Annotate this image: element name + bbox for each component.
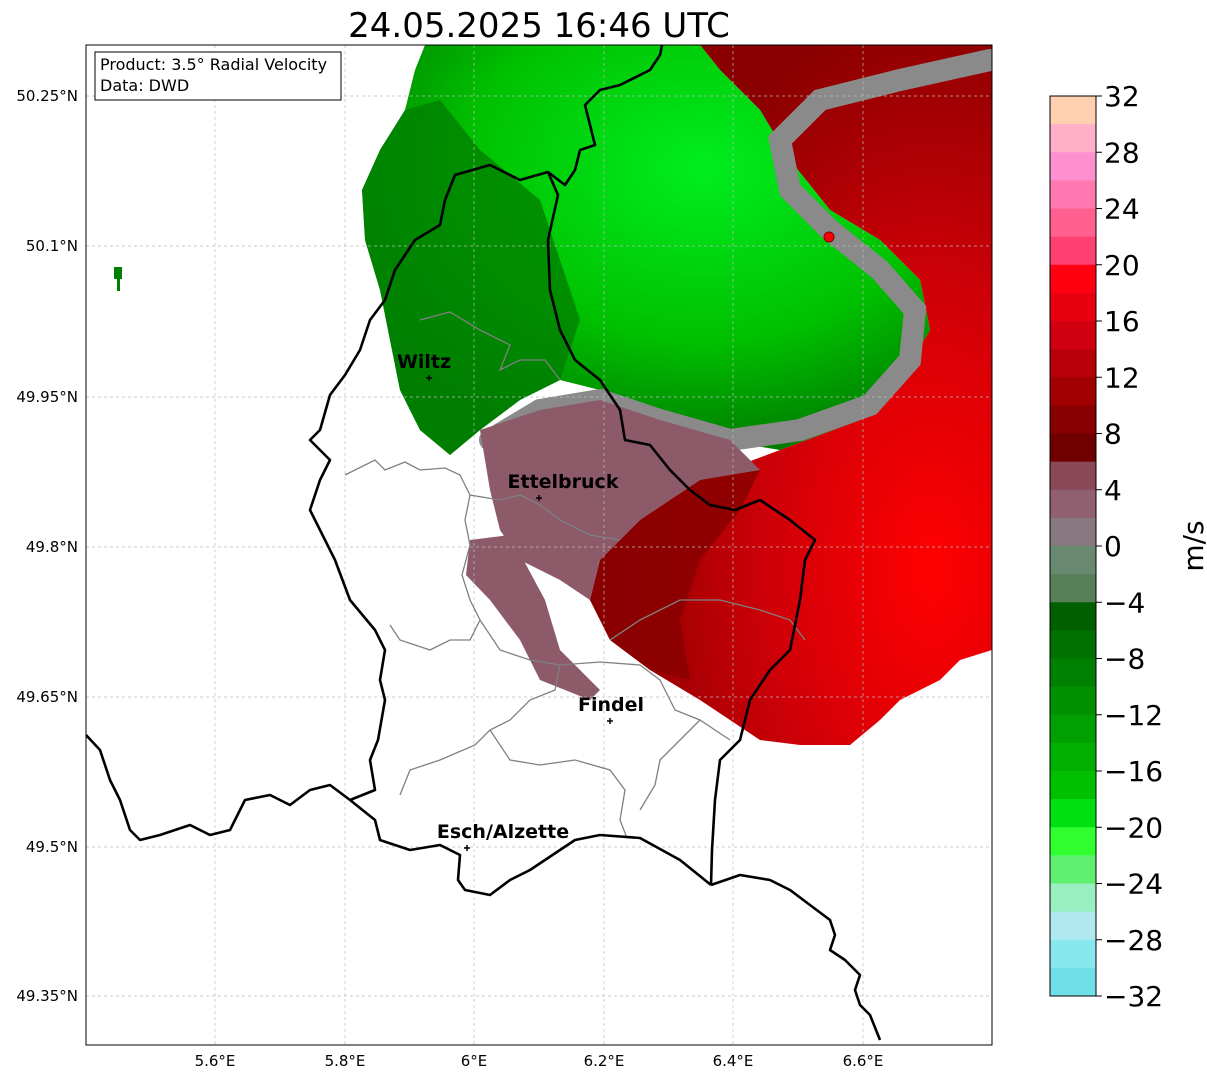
radar-near-zero-streak [466, 535, 600, 700]
colorbar-segment [1050, 321, 1096, 350]
canton-boundaries [344, 311, 806, 839]
colorbar-tick-label: 12 [1104, 361, 1140, 394]
radar-site-marker [823, 231, 835, 243]
colorbar-segment [1050, 264, 1096, 294]
lon-tick-label: 5.8°E [325, 1052, 366, 1070]
lat-tick-label: 50.25°N [16, 87, 78, 105]
colorbar-segment [1050, 208, 1096, 238]
colorbar-segment [1050, 517, 1096, 547]
colorbar-segment [1050, 967, 1096, 997]
city-markers [426, 375, 613, 851]
lon-tick-label: 5.6°E [195, 1052, 236, 1070]
colorbar-segment [1050, 658, 1096, 688]
colorbar-segment [1050, 124, 1096, 153]
colorbar-segment [1050, 883, 1096, 913]
radar-near-zero-region [480, 400, 760, 600]
colorbar-segment [1050, 827, 1096, 856]
colorbar [1050, 96, 1096, 997]
colorbar-segment [1050, 602, 1096, 631]
colorbar-tick-label: −28 [1104, 924, 1163, 957]
colorbar-segment [1050, 855, 1096, 884]
colorbar-tick-label: 24 [1104, 193, 1140, 226]
latitude-axis: 50.25°N 50.1°N 49.95°N 49.8°N 49.65°N 49… [16, 87, 78, 1005]
lon-tick-label: 6.6°E [843, 1052, 884, 1070]
lat-tick-label: 49.35°N [16, 987, 78, 1005]
map-title: 24.05.2025 16:46 UTC [348, 6, 730, 46]
colorbar-segment [1050, 911, 1096, 941]
colorbar-tick-label: 8 [1104, 418, 1122, 451]
map-frame [85, 44, 993, 1046]
city-label-findel: Findel [578, 694, 644, 716]
colorbar-tick-label: 32 [1104, 80, 1140, 113]
radar-dark-red-band [590, 470, 760, 680]
colorbar-segment [1050, 96, 1096, 125]
radar-isolated-echo [114, 267, 122, 279]
product-info-box [94, 51, 342, 101]
city-label-ettelbruck: Ettelbruck [508, 471, 619, 493]
colorbar-segment [1050, 180, 1096, 209]
city-label-esch-alzette: Esch/Alzette [437, 821, 569, 843]
colorbar-segment [1050, 939, 1096, 969]
colorbar-tick-label: 20 [1104, 249, 1140, 282]
colorbar-segment [1050, 799, 1096, 828]
lat-tick-label: 49.65°N [16, 688, 78, 706]
colorbar-segment [1050, 236, 1096, 266]
product-label: Product: 3.5° Radial Velocity [100, 55, 327, 74]
colorbar-tick-label: −20 [1104, 811, 1163, 844]
colorbar-tick-label: 16 [1104, 305, 1140, 338]
colorbar-segment [1050, 686, 1096, 716]
longitude-axis: 5.6°E 5.8°E 6°E 6.2°E 6.4°E 6.6°E [195, 1052, 884, 1070]
colorbar-tick-label: 0 [1104, 530, 1122, 563]
colorbar-unit-label: m/s [1177, 520, 1207, 571]
colorbar-tick-label: −4 [1104, 586, 1145, 619]
map-area: Wiltz Ettelbruck Findel Esch/Alzette Pro… [86, 45, 992, 1045]
colorbar-segment [1050, 630, 1096, 659]
lat-tick-label: 49.5°N [26, 838, 78, 856]
colorbar-segment [1050, 489, 1096, 519]
colorbar-tick-label: −12 [1104, 699, 1163, 732]
colorbar-segment [1050, 152, 1096, 181]
colorbar-segment [1050, 546, 1096, 575]
colorbar-segment [1050, 349, 1096, 378]
map-gridlines [86, 45, 992, 1045]
colorbar-segment [1050, 461, 1096, 491]
colorbar-tick-label: −16 [1104, 755, 1163, 788]
colorbar-segment [1050, 405, 1096, 434]
lat-tick-label: 49.8°N [26, 538, 78, 556]
lon-tick-label: 6.4°E [713, 1052, 754, 1070]
lon-tick-label: 6.2°E [584, 1052, 625, 1070]
colorbar-tick-label: −24 [1104, 868, 1163, 901]
colorbar-tick-label: 4 [1104, 474, 1122, 507]
colorbar-segment [1050, 377, 1096, 406]
colorbar-tick-label: −8 [1104, 643, 1145, 676]
colorbar-segment [1050, 433, 1096, 463]
colorbar-tick-label: 28 [1104, 136, 1140, 169]
colorbar-tick-label: −32 [1104, 980, 1163, 1013]
colorbar-segment [1050, 742, 1096, 772]
national-borders [86, 45, 882, 1041]
colorbar-segment [1050, 714, 1096, 744]
city-label-wiltz: Wiltz [397, 351, 451, 373]
lat-tick-label: 50.1°N [26, 237, 78, 255]
colorbar-segment [1050, 574, 1096, 603]
colorbar-ticks: 32 28 24 20 16 12 8 4 0 −4 −8 −12 −16 −20 −24 −28 −32 [1096, 80, 1163, 1013]
lon-tick-label: 6°E [461, 1052, 488, 1070]
data-source-label: Data: DWD [100, 76, 189, 95]
colorbar-segment [1050, 771, 1096, 800]
lat-tick-label: 49.95°N [16, 388, 78, 406]
colorbar-segment [1050, 292, 1096, 322]
radar-dark-green-region [362, 100, 580, 455]
